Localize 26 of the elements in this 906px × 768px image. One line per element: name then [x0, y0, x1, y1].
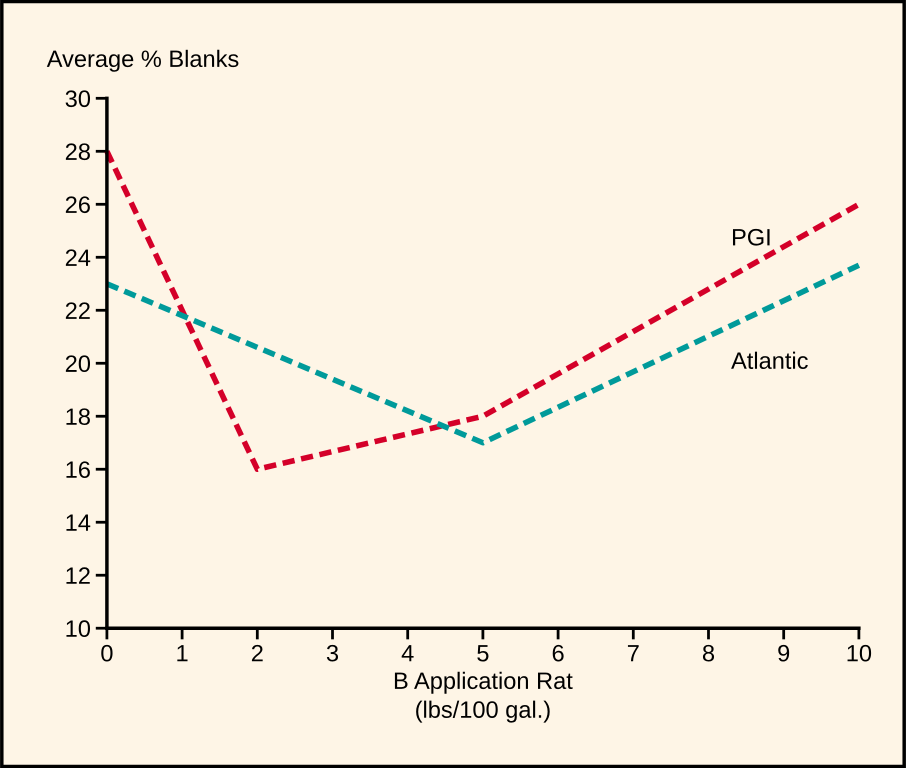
y-tick-label: 28 — [66, 143, 90, 160]
y-tick-label: 30 — [66, 90, 90, 108]
series-label: PGI — [732, 228, 770, 246]
series-label: Atlantic — [731, 352, 808, 370]
y-tick-label: 18 — [66, 408, 90, 426]
y-tick-label: 16 — [66, 461, 90, 478]
x-tick-label: 10 — [848, 644, 872, 662]
y-tick-label: 24 — [66, 249, 90, 266]
x-tick-label: 4 — [402, 645, 414, 662]
y-tick-label: 26 — [66, 196, 90, 214]
x-axis-title: B Application Rat (lbs/100 gal.) — [394, 672, 573, 723]
x-tick-label: 5 — [477, 645, 488, 662]
x-tick-label: 6 — [552, 644, 564, 662]
x-tick-label: 3 — [326, 644, 338, 662]
x-tick-label: 2 — [252, 644, 263, 662]
x-tick-label: 7 — [628, 645, 639, 662]
y-tick-label: 14 — [66, 514, 90, 531]
y-tick-label: 20 — [66, 355, 90, 372]
y-tick-label: 10 — [66, 620, 90, 638]
x-tick-label: 9 — [778, 644, 790, 662]
x-tick-label: 0 — [101, 644, 113, 662]
y-tick-label: 12 — [66, 567, 90, 584]
x-tick-label: 1 — [177, 645, 188, 662]
y-axis-title: Average % Blanks — [46, 50, 238, 72]
x-tick-label: 8 — [702, 644, 714, 662]
y-tick-label: 22 — [66, 302, 90, 319]
